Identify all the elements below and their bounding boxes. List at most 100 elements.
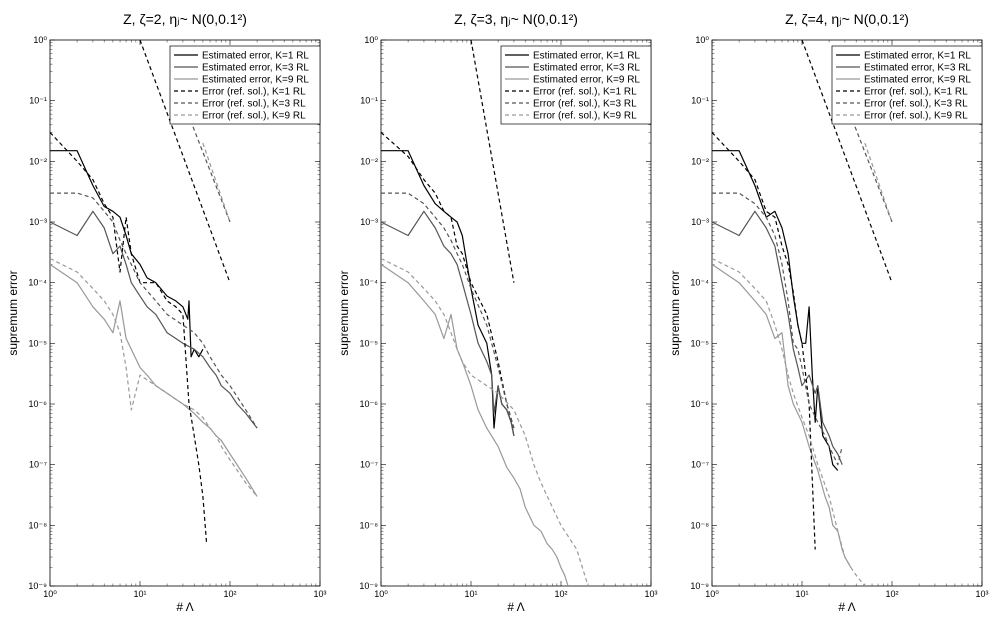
y-tick-label: 10⁻⁵	[691, 338, 710, 348]
y-tick-label: 10⁻⁴	[359, 278, 378, 288]
chart-title: Z, ζ=3, ηⱼ~ N(0,0.1²)	[454, 11, 578, 27]
reference-line	[470, 40, 515, 283]
reference-line	[139, 40, 231, 283]
series-line	[381, 192, 515, 429]
series-line	[50, 150, 204, 358]
y-axis-label: supremum error	[668, 270, 682, 355]
y-tick-label: 10⁻²	[29, 156, 47, 166]
x-tick-label: 10⁰	[43, 589, 57, 599]
x-tick-label: 10²	[554, 589, 567, 599]
y-tick-label: 10⁻⁷	[29, 460, 47, 470]
legend-entry: Error (ref. sol.), K=1 RL	[864, 87, 968, 98]
chart-title: Z, ζ=2, ηⱼ~ N(0,0.1²)	[123, 11, 247, 27]
legend-entry: Estimated error, K=1 RL	[864, 51, 971, 62]
series-line	[712, 192, 843, 466]
series-line	[381, 263, 569, 586]
series-line	[712, 131, 816, 550]
y-tick-label: 10⁻⁸	[690, 520, 709, 530]
x-tick-label: 10⁰	[374, 589, 388, 599]
legend-entry: Error (ref. sol.), K=3 RL	[202, 99, 306, 110]
x-tick-label: 10¹	[795, 589, 808, 599]
y-tick-label: 10⁻⁴	[690, 278, 709, 288]
x-tick-label: 10¹	[464, 589, 477, 599]
series-line	[712, 257, 866, 586]
legend-entry: Estimated error, K=3 RL	[864, 63, 971, 74]
x-axis-label: # Λ	[838, 600, 855, 614]
legend-entry: Estimated error, K=3 RL	[533, 63, 640, 74]
y-tick-label: 10⁰	[695, 35, 709, 45]
series-line	[712, 263, 852, 568]
plot-frame	[380, 39, 652, 587]
legend-entry: Error (ref. sol.), K=3 RL	[864, 99, 968, 110]
y-tick-label: 10⁻³	[360, 217, 378, 227]
y-tick-label: 10⁻⁶	[691, 399, 710, 409]
legend-entry: Error (ref. sol.), K=1 RL	[533, 87, 637, 98]
legend-entry: Estimated error, K=9 RL	[533, 75, 640, 86]
y-tick-label: 10⁻⁹	[690, 581, 709, 591]
reference-line	[202, 142, 231, 223]
y-tick-label: 10⁻²	[691, 156, 709, 166]
y-tick-label: 10⁻²	[360, 156, 378, 166]
series-line	[50, 210, 258, 429]
x-tick-label: 10³	[313, 589, 326, 599]
plot-frame	[49, 39, 321, 587]
legend-entry: Error (ref. sol.), K=9 RL	[202, 111, 306, 122]
x-tick-label: 10⁰	[705, 589, 719, 599]
legend-entry: Estimated error, K=1 RL	[202, 51, 309, 62]
y-tick-label: 10⁻⁴	[28, 278, 47, 288]
y-tick-label: 10⁻⁸	[359, 520, 378, 530]
reference-line	[801, 40, 893, 283]
y-tick-label: 10⁻⁷	[691, 460, 709, 470]
y-tick-label: 10⁻³	[691, 217, 709, 227]
x-axis-label: # Λ	[507, 600, 524, 614]
y-axis-label: supremum error	[337, 270, 351, 355]
y-tick-label: 10⁻⁶	[360, 399, 379, 409]
legend-entry: Error (ref. sol.), K=9 RL	[864, 111, 968, 122]
x-tick-label: 10³	[975, 589, 988, 599]
x-tick-label: 10³	[644, 589, 657, 599]
x-tick-label: 10²	[223, 589, 236, 599]
panel-3: 10⁻⁹ 10⁻⁸ 10⁻⁷ 10⁻⁶ 10⁻⁵ 10⁻⁴ 10⁻³ 10⁻² 10⁻¹ 10⁰ 1…	[668, 11, 989, 614]
series-line	[381, 150, 515, 436]
series-line	[50, 257, 258, 497]
y-tick-label: 10⁻⁵	[360, 338, 379, 348]
x-tick-label: 10²	[885, 589, 898, 599]
series-line	[50, 192, 258, 429]
y-tick-label: 10⁻⁹	[359, 581, 378, 591]
y-tick-label: 10⁰	[33, 35, 47, 45]
series-line	[381, 131, 515, 429]
x-axis-label: # Λ	[176, 600, 193, 614]
series-line	[381, 210, 515, 436]
y-tick-label: 10⁻⁹	[28, 581, 47, 591]
y-axis-label: supremum error	[6, 270, 20, 355]
reference-line	[864, 142, 893, 223]
legend-entry: Error (ref. sol.), K=1 RL	[202, 87, 306, 98]
panel-1: 10⁻⁹ 10⁻⁸ 10⁻⁷ 10⁻⁶ 10⁻⁵ 10⁻⁴ 10⁻³ 10⁻² 10⁻¹ 10⁰ 1…	[6, 11, 327, 614]
y-tick-label: 10⁻¹	[691, 96, 709, 106]
series-line	[712, 210, 843, 465]
y-tick-label: 10⁰	[364, 35, 378, 45]
chart-title: Z, ζ=4, ηⱼ~ N(0,0.1²)	[785, 11, 909, 27]
y-tick-label: 10⁻³	[29, 217, 47, 227]
y-tick-label: 10⁻⁸	[28, 520, 47, 530]
panel-2: 10⁻⁹ 10⁻⁸ 10⁻⁷ 10⁻⁶ 10⁻⁵ 10⁻⁴ 10⁻³ 10⁻² 10⁻¹ 10⁰ 1…	[337, 11, 658, 614]
series-line	[381, 257, 589, 586]
legend-entry: Estimated error, K=9 RL	[864, 75, 971, 86]
legend-entry: Estimated error, K=1 RL	[533, 51, 640, 62]
x-tick-label: 10¹	[133, 589, 146, 599]
y-tick-label: 10⁻⁷	[360, 460, 378, 470]
legend-entry: Estimated error, K=3 RL	[202, 63, 309, 74]
series-line	[50, 131, 208, 544]
legend-entry: Estimated error, K=9 RL	[202, 75, 309, 86]
plot-frame	[711, 39, 983, 587]
y-tick-label: 10⁻¹	[29, 96, 47, 106]
series-line	[712, 150, 839, 471]
y-tick-label: 10⁻⁵	[29, 338, 48, 348]
legend-entry: Error (ref. sol.), K=3 RL	[533, 99, 637, 110]
legend-entry: Error (ref. sol.), K=9 RL	[533, 111, 637, 122]
y-tick-label: 10⁻⁶	[29, 399, 48, 409]
